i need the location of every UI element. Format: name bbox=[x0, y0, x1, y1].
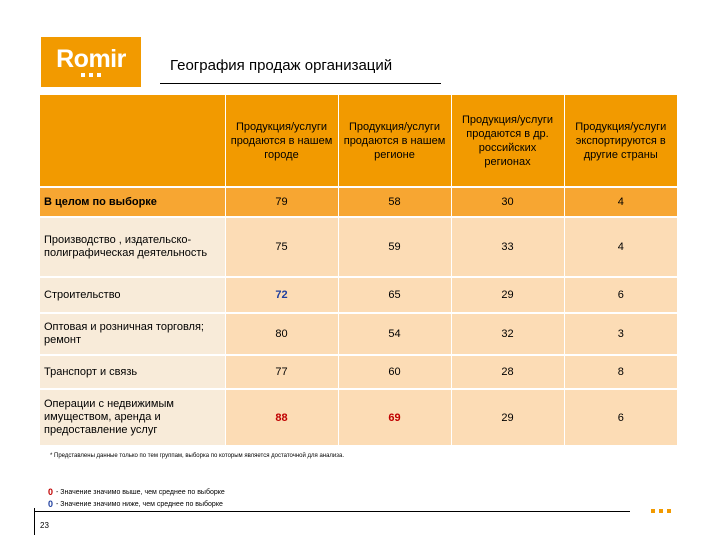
table-row: Операции с недвижимым имуществом, аренда… bbox=[40, 388, 677, 445]
value-cell: 58 bbox=[337, 186, 451, 217]
row-label: Операции с недвижимым имуществом, аренда… bbox=[40, 388, 225, 445]
value-cell: 4 bbox=[563, 186, 677, 217]
header-other-regions: Продукция/услуги продаются в др. российс… bbox=[450, 95, 564, 187]
value-cell: 29 bbox=[450, 388, 564, 445]
value-cell-high: 69 bbox=[337, 388, 451, 445]
row-label: Транспорт и связь bbox=[40, 354, 225, 389]
value-cell: 60 bbox=[337, 354, 451, 389]
value-cell-low: 72 bbox=[224, 276, 338, 313]
value-cell: 65 bbox=[337, 276, 451, 313]
table-row: Транспорт и связь 77 60 28 8 bbox=[40, 354, 677, 389]
value-cell: 3 bbox=[563, 312, 677, 355]
footer-vertical-line bbox=[34, 508, 35, 535]
value-cell: 75 bbox=[224, 216, 338, 277]
page-number: 23 bbox=[40, 521, 49, 530]
legend-low-mark: 0 bbox=[48, 499, 54, 509]
footnote: * Представлены данные только по тем груп… bbox=[50, 453, 345, 459]
legend-low-text: - Значение значимо ниже, чем среднее по … bbox=[56, 500, 223, 508]
value-cell: 4 bbox=[563, 216, 677, 277]
footer-line bbox=[34, 511, 630, 512]
header-cell-blank bbox=[40, 95, 225, 187]
row-label: Строительство bbox=[40, 276, 225, 313]
header-city: Продукция/услуги продаются в нашем город… bbox=[224, 95, 338, 187]
legend-low: 0 - Значение значимо ниже, чем среднее п… bbox=[48, 499, 223, 509]
table-row: Строительство 72 65 29 6 bbox=[40, 276, 677, 313]
value-cell: 8 bbox=[563, 354, 677, 389]
value-cell: 77 bbox=[224, 354, 338, 389]
romir-logo: Romir bbox=[41, 37, 141, 87]
logo-dots bbox=[81, 73, 101, 77]
value-cell: 28 bbox=[450, 354, 564, 389]
value-cell: 54 bbox=[337, 312, 451, 355]
table-row: Оптовая и розничная торговля; ремонт 80 … bbox=[40, 312, 677, 355]
table-header-row: Продукция/услуги продаются в нашем город… bbox=[40, 95, 677, 187]
sales-geography-table: Продукция/услуги продаются в нашем город… bbox=[40, 95, 677, 445]
table-row: Производство , издательско-полиграфическ… bbox=[40, 216, 677, 277]
page-title: География продаж организаций bbox=[170, 57, 393, 74]
legend-high-text: - Значение значимо выше, чем среднее по … bbox=[56, 488, 225, 496]
header-export: Продукция/услуги экспортируются в другие… bbox=[563, 95, 677, 187]
value-cell: 59 bbox=[337, 216, 451, 277]
table-row: В целом по выборке 79 58 30 4 bbox=[40, 186, 677, 217]
row-label: В целом по выборке bbox=[40, 186, 225, 217]
corner-dots-icon bbox=[651, 509, 671, 513]
legend-high-mark: 0 bbox=[48, 487, 54, 497]
title-underline bbox=[160, 83, 441, 84]
value-cell: 30 bbox=[450, 186, 564, 217]
value-cell-high: 88 bbox=[224, 388, 338, 445]
row-label: Оптовая и розничная торговля; ремонт bbox=[40, 312, 225, 355]
header-region: Продукция/услуги продаются в нашем регио… bbox=[337, 95, 451, 187]
value-cell: 32 bbox=[450, 312, 564, 355]
legend-high: 0 - Значение значимо выше, чем среднее п… bbox=[48, 487, 225, 497]
value-cell: 6 bbox=[563, 388, 677, 445]
row-label: Производство , издательско-полиграфическ… bbox=[40, 216, 225, 277]
value-cell: 80 bbox=[224, 312, 338, 355]
value-cell: 79 bbox=[224, 186, 338, 217]
value-cell: 6 bbox=[563, 276, 677, 313]
value-cell: 33 bbox=[450, 216, 564, 277]
logo-text: Romir bbox=[56, 45, 126, 73]
value-cell: 29 bbox=[450, 276, 564, 313]
